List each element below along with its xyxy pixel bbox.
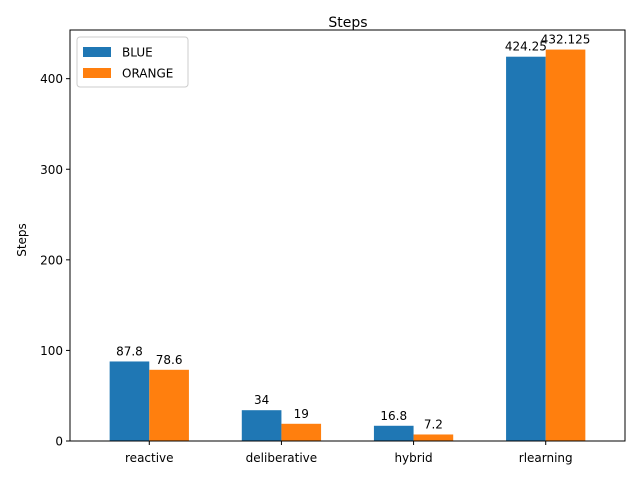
data-label-orange-deliberative: 19 xyxy=(294,407,309,421)
legend: BLUE ORANGE xyxy=(76,36,189,88)
bar-orange-rlearning xyxy=(545,49,586,441)
bar-orange-hybrid xyxy=(413,434,454,441)
x-tick-label-reactive: reactive xyxy=(125,451,174,465)
bar-blue-rlearning xyxy=(506,56,546,441)
legend-swatch-orange xyxy=(83,68,111,78)
data-label-blue-rlearning: 424.25 xyxy=(505,40,547,54)
x-axis: reactive deliberative hybrid rlearning xyxy=(125,441,573,465)
y-tick-label-400: 400 xyxy=(40,72,63,86)
legend-label-orange: ORANGE xyxy=(122,67,173,81)
y-tick-label-0: 0 xyxy=(55,435,63,449)
bar-blue-deliberative xyxy=(241,410,282,441)
data-label-orange-hybrid: 7.2 xyxy=(424,417,443,431)
bar-blue-reactive xyxy=(109,361,150,441)
data-label-blue-hybrid: 16.8 xyxy=(380,409,407,423)
data-labels-group: 87.8 34 16.8 424.25 78.6 19 7.2 432.125 xyxy=(116,33,590,432)
data-label-orange-reactive: 78.6 xyxy=(156,353,183,367)
legend-label-blue: BLUE xyxy=(122,46,153,60)
plot-area-frame xyxy=(69,29,626,442)
bars-group xyxy=(109,49,586,441)
chart-title: Steps xyxy=(328,15,367,31)
y-axis: 0 100 200 300 400 xyxy=(40,72,70,449)
bar-orange-reactive xyxy=(149,369,189,441)
x-tick-label-hybrid: hybrid xyxy=(394,451,432,465)
y-tick-label-200: 200 xyxy=(40,253,63,267)
y-axis-label: Steps xyxy=(15,223,29,257)
data-label-orange-rlearning: 432.125 xyxy=(541,33,591,47)
data-label-blue-reactive: 87.8 xyxy=(116,344,143,358)
data-label-blue-deliberative: 34 xyxy=(254,393,269,407)
y-tick-label-300: 300 xyxy=(40,163,63,177)
bar-blue-hybrid xyxy=(373,425,414,441)
x-tick-label-rlearning: rlearning xyxy=(519,451,573,465)
bar-orange-deliberative xyxy=(281,423,322,441)
x-tick-label-deliberative: deliberative xyxy=(246,451,317,465)
y-tick-label-100: 100 xyxy=(40,344,63,358)
legend-swatch-blue xyxy=(83,47,111,57)
